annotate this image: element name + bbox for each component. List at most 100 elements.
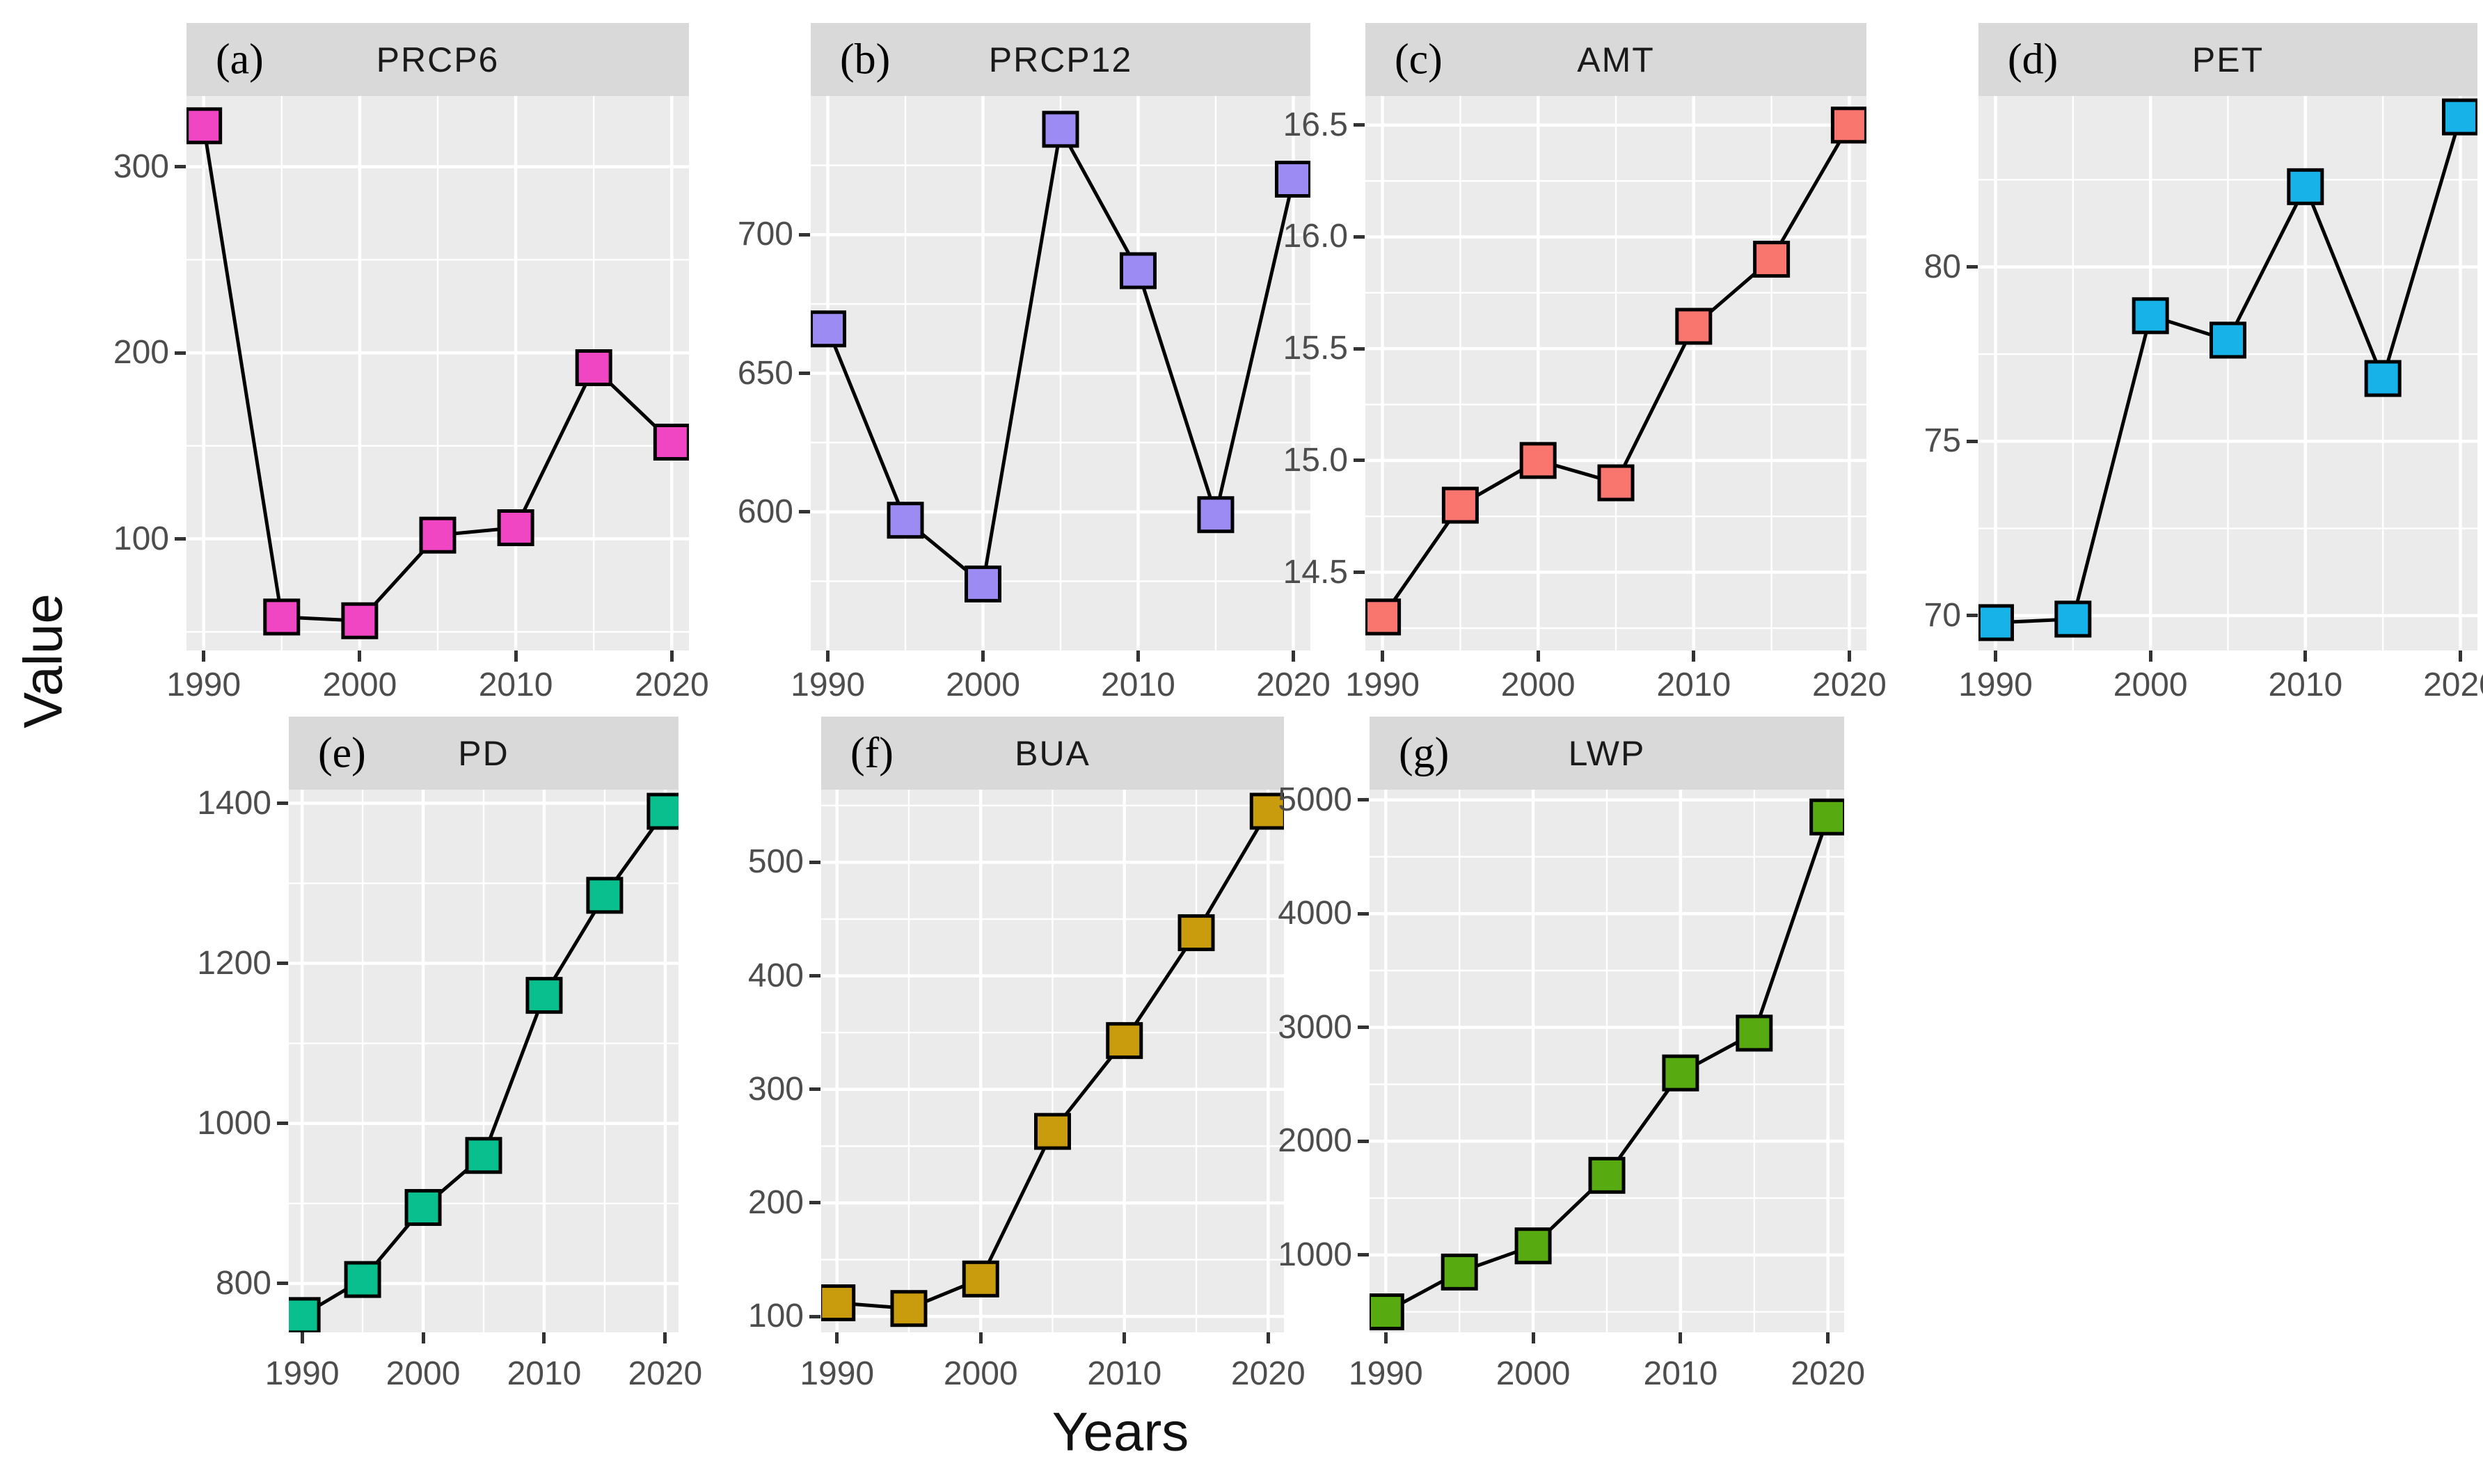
data-point-PET-2015 bbox=[2364, 360, 2402, 397]
data-point-AMT-2015 bbox=[1753, 241, 1791, 278]
x-tick-mark bbox=[300, 1332, 304, 1343]
data-point-PRCP6-2000 bbox=[341, 602, 379, 639]
x-tick-label: 2000 bbox=[1496, 1355, 1571, 1392]
x-tick-mark bbox=[2459, 651, 2462, 662]
y-tick-label: 1000 bbox=[197, 1104, 271, 1142]
y-axis-label: Value bbox=[12, 593, 74, 728]
x-tick-label: 2010 bbox=[507, 1355, 582, 1392]
data-point-LWP-2005 bbox=[1588, 1156, 1626, 1194]
x-tick-label: 2020 bbox=[2423, 667, 2483, 703]
facet-title: PRCP12 bbox=[988, 40, 1133, 79]
y-tick-mark bbox=[277, 1122, 288, 1126]
facet-title: PD bbox=[458, 733, 509, 773]
panel-plot-PD bbox=[289, 790, 679, 1332]
data-point-PRCP6-2020 bbox=[653, 423, 689, 461]
x-tick-label: 1990 bbox=[1345, 667, 1420, 703]
x-tick-mark bbox=[663, 1332, 667, 1343]
y-tick-label: 4000 bbox=[1278, 895, 1352, 932]
y-tick-mark bbox=[1358, 1253, 1369, 1257]
y-tick-label: 400 bbox=[747, 957, 804, 994]
x-tick-label: 2010 bbox=[1101, 667, 1175, 703]
y-tick-label: 600 bbox=[737, 493, 793, 530]
x-tick-mark bbox=[1826, 1332, 1830, 1343]
data-point-PET-2005 bbox=[2210, 321, 2246, 359]
x-tick-label: 2010 bbox=[2268, 667, 2343, 703]
panel-plot-PRCP6 bbox=[187, 96, 689, 651]
x-tick-label: 2000 bbox=[946, 667, 1020, 703]
data-point-PD-1995 bbox=[344, 1261, 381, 1298]
x-tick-mark bbox=[1122, 1332, 1127, 1343]
x-tick-mark bbox=[1847, 651, 1851, 662]
y-tick-mark bbox=[809, 974, 820, 978]
y-tick-mark bbox=[799, 232, 810, 237]
y-tick-mark bbox=[175, 351, 186, 355]
data-point-PET-2010 bbox=[2287, 168, 2324, 205]
facet-strip-PD: (e) PD bbox=[289, 717, 679, 790]
y-tick-mark bbox=[1354, 123, 1365, 127]
data-point-PD-1990 bbox=[289, 1297, 321, 1332]
data-point-PRCP12-1995 bbox=[887, 502, 924, 539]
facet-tag: (e) bbox=[318, 729, 366, 776]
y-tick-label: 500 bbox=[747, 843, 804, 881]
x-tick-label: 2020 bbox=[634, 667, 709, 703]
data-point-PD-2005 bbox=[465, 1137, 502, 1174]
x-tick-mark bbox=[1266, 1332, 1270, 1343]
data-point-PRCP12-2010 bbox=[1119, 252, 1157, 289]
y-tick-mark bbox=[809, 1201, 820, 1205]
y-tick-label: 16.5 bbox=[1283, 106, 1348, 143]
y-tick-label: 1400 bbox=[197, 784, 271, 822]
x-tick-label: 2020 bbox=[1230, 1355, 1306, 1392]
data-point-AMT-2010 bbox=[1675, 308, 1713, 345]
x-tick-label: 1990 bbox=[264, 1355, 340, 1392]
x-tick-mark bbox=[978, 1332, 983, 1343]
x-tick-label: 2010 bbox=[1656, 667, 1731, 703]
data-point-BUA-1990 bbox=[821, 1284, 856, 1322]
data-point-PRCP12-2015 bbox=[1197, 496, 1235, 534]
y-tick-label: 200 bbox=[113, 334, 169, 372]
y-tick-mark bbox=[1967, 439, 1978, 443]
data-point-PRCP6-2010 bbox=[497, 509, 534, 546]
x-tick-label: 1990 bbox=[800, 1355, 875, 1392]
x-axis-label: Years bbox=[1052, 1401, 1189, 1462]
x-tick-mark bbox=[542, 1332, 546, 1343]
facet-title: AMT bbox=[1577, 40, 1655, 79]
x-tick-label: 1990 bbox=[1958, 667, 2033, 703]
facet-title: PRCP6 bbox=[376, 40, 500, 79]
data-point-PD-2020 bbox=[646, 792, 679, 830]
x-tick-label: 2000 bbox=[386, 1355, 461, 1392]
y-tick-label: 300 bbox=[747, 1070, 804, 1108]
panel-plot-PET bbox=[1978, 96, 2477, 651]
data-point-PET-2000 bbox=[2132, 297, 2169, 335]
data-point-PRCP12-2005 bbox=[1042, 111, 1079, 148]
x-tick-mark bbox=[1692, 651, 1696, 662]
y-tick-mark bbox=[1358, 1139, 1369, 1143]
y-tick-label: 14.5 bbox=[1283, 553, 1348, 591]
x-tick-label: 2010 bbox=[478, 667, 553, 703]
y-tick-mark bbox=[277, 801, 288, 806]
data-point-PRCP6-2005 bbox=[419, 516, 457, 554]
x-tick-label: 2020 bbox=[628, 1355, 703, 1392]
facet-strip-PRCP12: (b) PRCP12 bbox=[811, 23, 1310, 96]
y-tick-label: 70 bbox=[1923, 596, 1961, 634]
data-point-PRCP6-2015 bbox=[575, 349, 612, 386]
y-tick-mark bbox=[1967, 614, 1978, 618]
x-tick-mark bbox=[514, 651, 518, 662]
x-tick-mark bbox=[421, 1332, 425, 1343]
y-tick-mark bbox=[799, 372, 810, 375]
facet-title: PET bbox=[2191, 40, 2264, 79]
x-tick-mark bbox=[202, 651, 206, 662]
y-tick-label: 1200 bbox=[197, 944, 271, 982]
data-point-AMT-1995 bbox=[1441, 486, 1479, 524]
x-tick-mark bbox=[669, 651, 674, 662]
x-tick-label: 1990 bbox=[1348, 1355, 1423, 1392]
x-tick-mark bbox=[2303, 651, 2308, 662]
y-tick-label: 3000 bbox=[1278, 1008, 1352, 1046]
data-point-AMT-2005 bbox=[1597, 464, 1635, 502]
facet-strip-BUA: (f) BUA bbox=[821, 717, 1284, 790]
x-tick-mark bbox=[826, 651, 830, 662]
panel-plot-PRCP12 bbox=[811, 96, 1310, 651]
y-tick-mark bbox=[175, 165, 186, 169]
facet-tag: (a) bbox=[216, 35, 264, 83]
facet-strip-AMT: (c) AMT bbox=[1365, 23, 1866, 96]
x-tick-mark bbox=[1381, 651, 1385, 662]
